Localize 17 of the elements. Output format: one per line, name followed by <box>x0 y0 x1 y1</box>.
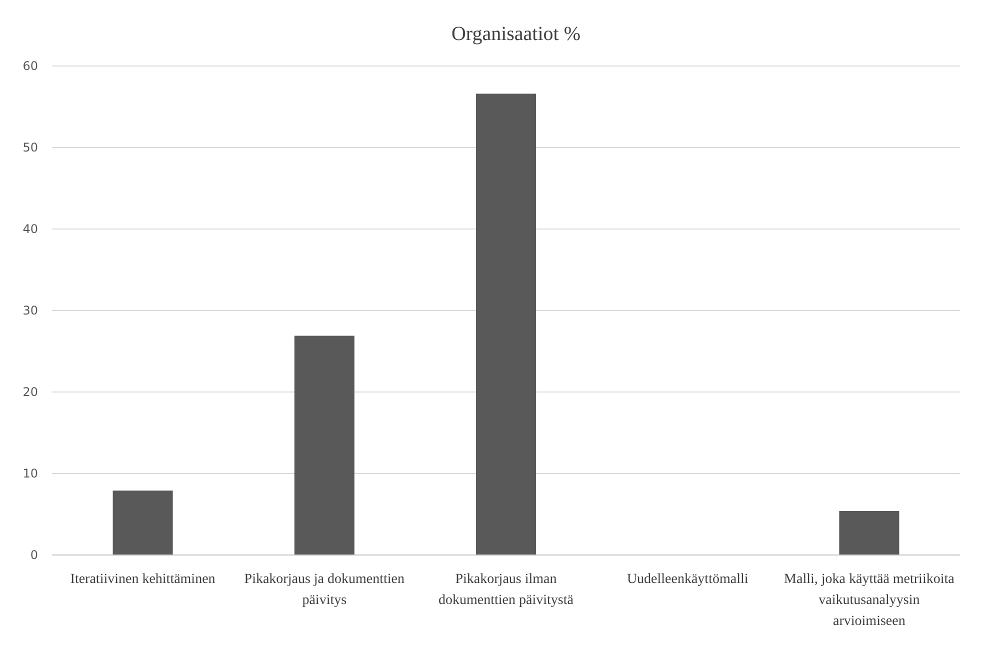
x-tick-label: Iteratiivinen kehittäminen <box>70 572 216 587</box>
y-tick-label: 20 <box>22 384 38 399</box>
bar <box>839 510 900 555</box>
chart-title: Organisaatiot % <box>451 23 581 45</box>
y-tick-label: 50 <box>22 140 38 154</box>
bar <box>294 336 354 555</box>
y-tick-label: 60 <box>22 58 38 73</box>
y-tick-label: 10 <box>22 466 38 480</box>
x-tick-label: Pikakorjaus ilman dokumenttien päivitystä <box>438 572 574 608</box>
bar <box>476 94 536 555</box>
x-tick-label: Uudelleenkäyttömalli <box>626 572 748 587</box>
x-tick-label: Pikakorjaus ja dokumenttien päivitys <box>244 572 404 608</box>
y-tick-label: 0 <box>30 548 38 562</box>
bar <box>112 490 173 555</box>
y-tick-label: 40 <box>22 222 38 236</box>
x-tick-label: Malli, joka käyttää metriikoita vaikutusanalyysin arvioimiseen <box>784 572 956 629</box>
y-tick-label: 30 <box>22 303 38 318</box>
